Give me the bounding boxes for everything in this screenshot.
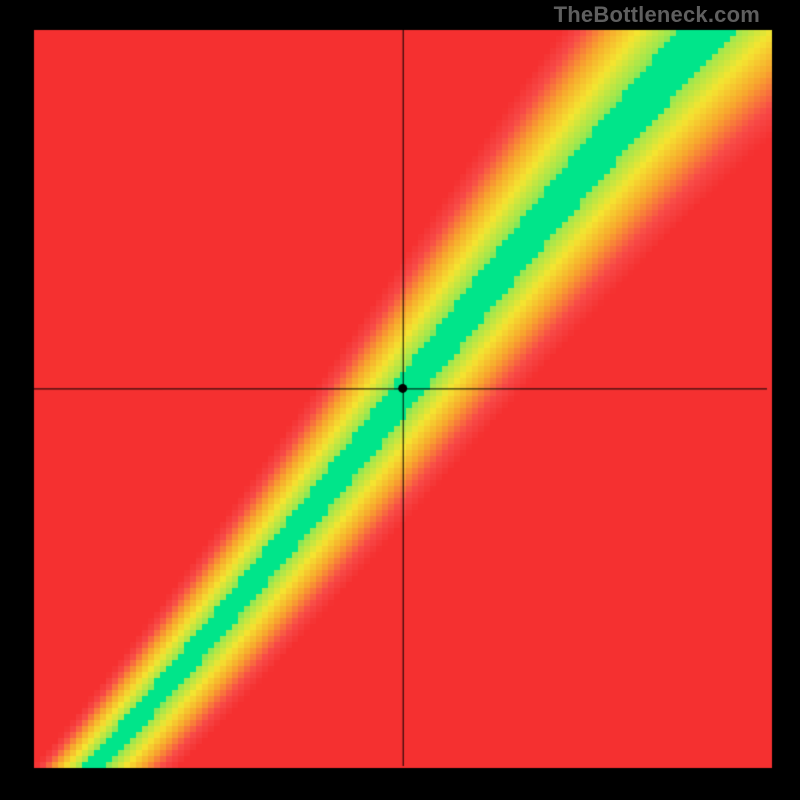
bottleneck-heatmap — [0, 0, 800, 800]
chart-container: TheBottleneck.com — [0, 0, 800, 800]
watermark-text: TheBottleneck.com — [554, 2, 760, 28]
